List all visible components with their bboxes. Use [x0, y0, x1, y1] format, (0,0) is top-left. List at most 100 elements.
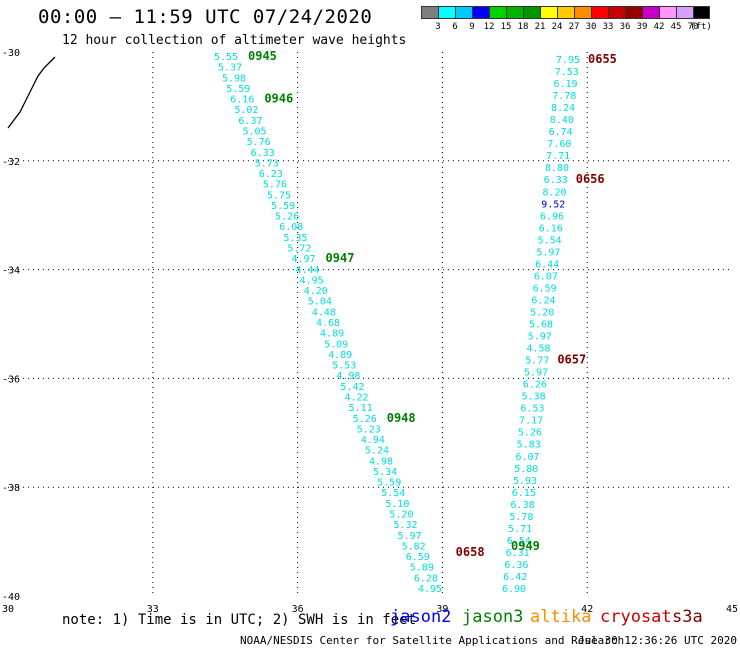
footer-note: note: 1) Time is in UTC; 2) SWH is in fe…	[62, 612, 417, 628]
swh-value: 6.26	[523, 380, 547, 391]
colorbar-label: (ft)	[690, 22, 712, 32]
colorbar-cell	[676, 6, 693, 19]
swh-value: 5.89	[410, 563, 434, 574]
swh-value: 5.55	[214, 52, 238, 63]
colorbar-label: 30	[585, 22, 597, 32]
swh-value: 6.38	[511, 500, 535, 511]
colorbar-label: 9	[469, 22, 475, 32]
swh-value: 4.22	[345, 392, 369, 403]
colorbar-cell	[591, 6, 608, 19]
swh-value: 4.58	[526, 344, 550, 355]
swh-value: 8.80	[545, 163, 569, 174]
swh-value: 5.24	[365, 446, 389, 457]
chart-subtitle: 12 hour collection of altimeter wave hei…	[62, 33, 407, 48]
swh-value: 5.02	[234, 105, 258, 116]
swh-value: 6.90	[502, 584, 526, 595]
swh-value: 5.38	[522, 392, 546, 403]
swh-value: 5.73	[255, 158, 279, 169]
swh-value: 5.23	[357, 424, 381, 435]
swh-value: 6.31	[506, 548, 530, 559]
swh-value: 7.95	[556, 55, 580, 66]
time-label: 0948	[387, 411, 416, 425]
colorbar-label: 70	[687, 22, 699, 32]
y-tick-label: -32	[2, 157, 20, 168]
swh-value: 6.53	[520, 404, 544, 415]
colorbar-cell	[557, 6, 574, 19]
satellite-cryosat: cryosat	[600, 607, 672, 627]
swh-value: 5.42	[340, 382, 364, 393]
y-tick-label: -36	[2, 374, 20, 385]
y-tick-label: -38	[2, 483, 20, 494]
colorbar-cell	[438, 6, 455, 19]
swh-value: 5.35	[283, 233, 307, 244]
swh-value: 5.05	[243, 126, 267, 137]
colorbar-label: 33	[602, 22, 614, 32]
swh-value: 6.07	[534, 271, 558, 282]
swh-value: 6.42	[503, 572, 527, 583]
x-tick-label: 30	[2, 604, 14, 615]
x-tick-label: 39	[436, 604, 448, 615]
colorbar-cell	[489, 6, 506, 19]
swh-value: 4.89	[320, 329, 344, 340]
coastline	[7, 56, 56, 129]
colorbar-cell	[523, 6, 540, 19]
colorbar-label: 42	[653, 22, 665, 32]
swh-value: 4.68	[316, 318, 340, 329]
colorbar-label: 27	[568, 22, 580, 32]
swh-value: 5.72	[287, 244, 311, 255]
swh-value: 4.89	[328, 350, 352, 361]
swh-value: 5.11	[349, 403, 373, 414]
swh-value: 6.24	[531, 295, 555, 306]
colorbar-label: 18	[517, 22, 529, 32]
swh-value: 5.75	[267, 190, 291, 201]
swh-value: 5.97	[528, 332, 552, 343]
swh-value: 5.37	[218, 63, 242, 74]
x-tick-label: 45	[726, 604, 738, 615]
swh-value: 6.33	[544, 175, 568, 186]
swh-value: 4.98	[369, 456, 393, 467]
colorbar-label: 12	[483, 22, 495, 32]
swh-value: 5.20	[389, 510, 413, 521]
swh-value: 5.97	[524, 368, 548, 379]
swh-value: 5.09	[324, 339, 348, 350]
swh-value: 5.83	[517, 440, 541, 451]
swh-value: 5.04	[308, 297, 332, 308]
swh-value: 4.94	[361, 435, 385, 446]
colorbar-cell	[472, 6, 489, 19]
colorbar-cell	[625, 6, 642, 19]
swh-value: 5.77	[525, 356, 549, 367]
swh-value: 7.71	[546, 151, 570, 162]
swh-value: 4.95	[418, 584, 442, 595]
swh-value: 5.97	[536, 247, 560, 258]
swh-value: 5.59	[377, 478, 401, 489]
time-label: 0949	[511, 539, 540, 553]
time-label: 0655	[588, 52, 617, 66]
color-scale-labels: 3 6 9 12 15 18 21 24 27 30 33 36 39 42 45 70 (ft)	[421, 22, 740, 34]
x-tick-label: 36	[292, 604, 304, 615]
swh-value: 6.37	[238, 116, 262, 127]
swh-value: 5.71	[508, 524, 532, 535]
swh-value: 5.26	[353, 414, 377, 425]
swh-value: 5.76	[263, 180, 287, 191]
swh-value: 4.48	[312, 307, 336, 318]
swh-value: 9.52	[541, 199, 565, 210]
colorbar-label: 39	[636, 22, 648, 32]
swh-value: 5.54	[381, 488, 405, 499]
y-tick-label: -30	[2, 48, 20, 59]
swh-value: 4.98	[336, 371, 360, 382]
swh-value: 7.17	[519, 416, 543, 427]
swh-value: 6.96	[540, 211, 564, 222]
swh-value: 6.19	[553, 79, 577, 90]
swh-value: 6.28	[414, 573, 438, 584]
swh-value: 6.74	[549, 127, 573, 138]
colorbar-cell	[659, 6, 676, 19]
swh-value: 6.15	[512, 488, 536, 499]
swh-value: 6.08	[279, 222, 303, 233]
x-tick-label: 42	[581, 604, 593, 615]
swh-value: 5.34	[373, 467, 397, 478]
swh-value: 5.53	[332, 361, 356, 372]
satellite-jason2: jason2	[390, 607, 452, 627]
colorbar-label: 45	[670, 22, 682, 32]
satellite-jason3: jason3	[462, 607, 524, 627]
